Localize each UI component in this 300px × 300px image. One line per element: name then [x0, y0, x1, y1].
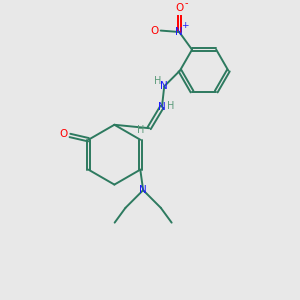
Text: O: O: [175, 3, 183, 13]
Text: H: H: [137, 124, 145, 135]
Text: O: O: [150, 26, 158, 36]
Text: O: O: [60, 129, 68, 139]
Text: H: H: [167, 101, 174, 111]
Text: N: N: [158, 102, 166, 112]
Text: N: N: [175, 27, 183, 37]
Text: -: -: [184, 0, 188, 8]
Text: N: N: [160, 81, 168, 91]
Text: H: H: [154, 76, 162, 86]
Text: +: +: [181, 21, 188, 30]
Text: N: N: [139, 185, 147, 195]
